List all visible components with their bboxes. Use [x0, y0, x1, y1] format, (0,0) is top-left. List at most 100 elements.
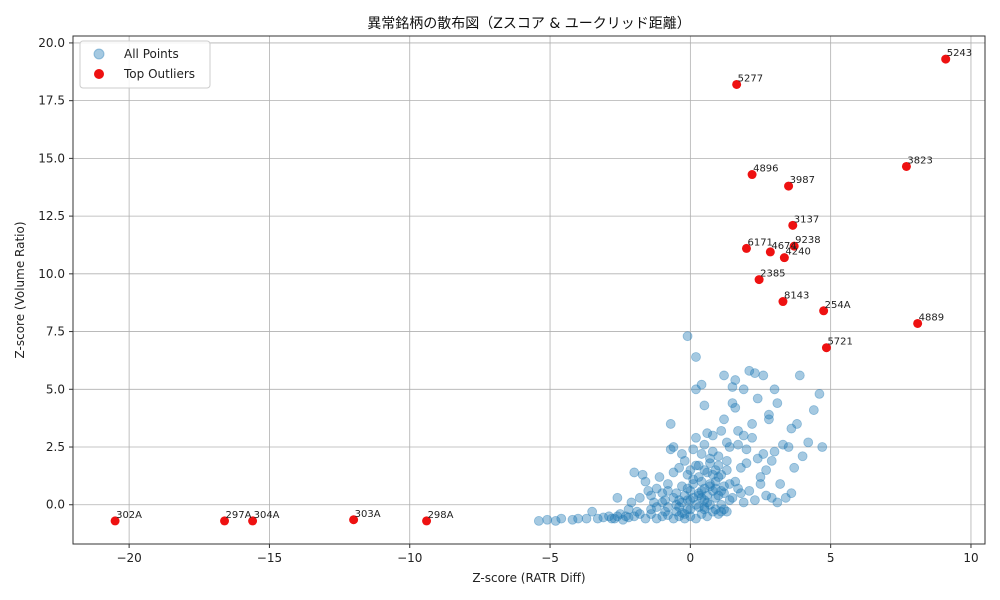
- all-points-marker: [671, 506, 682, 517]
- all-points-marker: [772, 398, 783, 409]
- all-points-marker: [696, 449, 707, 459]
- all-points-marker: [685, 495, 696, 506]
- all-points-marker: [755, 479, 766, 489]
- outlier-marker: [779, 253, 789, 263]
- all-points-marker: [668, 442, 679, 452]
- all-points-marker: [775, 479, 786, 489]
- all-points-marker: [618, 514, 628, 525]
- all-points-marker: [766, 492, 777, 503]
- all-points-marker: [733, 425, 743, 436]
- all-points-marker: [598, 512, 609, 523]
- all-points-marker: [682, 495, 693, 506]
- all-points-marker: [640, 513, 651, 524]
- all-points-marker: [730, 402, 741, 413]
- all-points-marker: [606, 513, 617, 524]
- all-points-marker: [778, 439, 788, 450]
- outlier-points-series: [110, 54, 951, 526]
- all-points-marker: [707, 485, 718, 496]
- all-points-marker: [772, 497, 783, 508]
- outlier-marker: [754, 275, 764, 285]
- x-tick-label: −15: [257, 551, 282, 565]
- all-points-marker: [615, 509, 626, 519]
- all-points-marker: [716, 485, 727, 496]
- outlier-label: 3823: [907, 155, 932, 166]
- all-points-marker: [668, 467, 679, 478]
- x-tick-label: 0: [687, 551, 695, 565]
- all-points-marker: [688, 474, 699, 485]
- outlier-label: 5277: [738, 73, 763, 84]
- all-points-marker: [696, 379, 707, 390]
- all-points-marker: [721, 455, 732, 466]
- all-points-marker: [679, 490, 690, 501]
- all-points-marker: [651, 483, 662, 494]
- all-points-marker: [702, 428, 713, 439]
- all-points-marker: [724, 479, 735, 489]
- all-points-marker: [696, 476, 707, 487]
- all-points-marker: [696, 485, 707, 496]
- all-points-marker: [730, 476, 741, 487]
- all-points-marker: [592, 513, 603, 524]
- all-points-marker: [707, 506, 718, 517]
- legend-label-top-outliers: Top Outliers: [123, 67, 195, 81]
- all-points-marker: [761, 490, 772, 501]
- outlier-marker: [110, 516, 120, 526]
- all-points-marker: [691, 384, 701, 395]
- all-points-marker: [702, 467, 713, 478]
- outlier-label: 2385: [760, 269, 785, 280]
- all-points-series: [533, 331, 828, 526]
- all-points-marker: [752, 393, 763, 404]
- all-points-marker: [769, 384, 780, 395]
- outlier-labels: 5243 5277 3823 4896 3987 3137 9238 617146744240…: [116, 48, 972, 521]
- all-points-marker: [719, 481, 729, 492]
- all-points-marker: [587, 506, 598, 517]
- all-points-marker: [702, 511, 713, 522]
- all-points-marker: [671, 499, 682, 510]
- all-points-marker: [710, 476, 721, 487]
- outlier-label: 5243: [947, 48, 972, 59]
- all-points-marker: [668, 513, 679, 524]
- all-points-marker: [665, 419, 676, 429]
- all-points-marker: [685, 485, 696, 496]
- all-points-marker: [693, 472, 704, 482]
- all-points-marker: [814, 389, 825, 399]
- all-points-marker: [663, 485, 673, 496]
- all-points-marker: [713, 460, 724, 471]
- all-points-marker: [792, 419, 802, 429]
- all-points-marker: [620, 511, 631, 522]
- all-points-marker: [533, 516, 544, 526]
- all-points-marker: [766, 455, 777, 466]
- all-points-marker: [786, 488, 797, 499]
- all-points-marker: [752, 453, 763, 464]
- all-points-marker: [550, 516, 561, 526]
- all-points-marker: [674, 511, 685, 522]
- outlier-marker: [913, 318, 923, 328]
- all-points-marker: [713, 490, 724, 501]
- all-points-marker: [696, 492, 707, 503]
- all-points-marker: [691, 352, 701, 362]
- plot-area-frame: [72, 35, 986, 545]
- all-points-marker: [744, 485, 755, 496]
- all-points-marker: [789, 462, 800, 473]
- all-points-marker: [733, 439, 743, 450]
- all-points-marker: [677, 497, 687, 508]
- all-points-marker: [780, 492, 791, 503]
- all-points-marker: [668, 492, 679, 503]
- all-points-marker: [730, 375, 741, 385]
- all-points-marker: [738, 430, 749, 441]
- y-tick-label: 5.0: [46, 382, 65, 396]
- all-points-marker: [764, 409, 774, 420]
- all-points-marker: [705, 499, 715, 510]
- all-points-marker: [699, 495, 710, 506]
- all-points-marker: [677, 507, 687, 518]
- all-points-marker: [719, 370, 729, 381]
- all-points-marker: [744, 365, 755, 376]
- all-points-marker: [693, 502, 704, 512]
- outlier-label: 8143: [784, 291, 809, 302]
- all-points-marker: [758, 370, 769, 381]
- all-points-marker: [713, 451, 724, 462]
- all-points-marker: [654, 472, 665, 482]
- all-points-marker: [651, 513, 662, 524]
- outlier-label: 9238: [795, 235, 820, 246]
- outlier-marker: [901, 161, 911, 171]
